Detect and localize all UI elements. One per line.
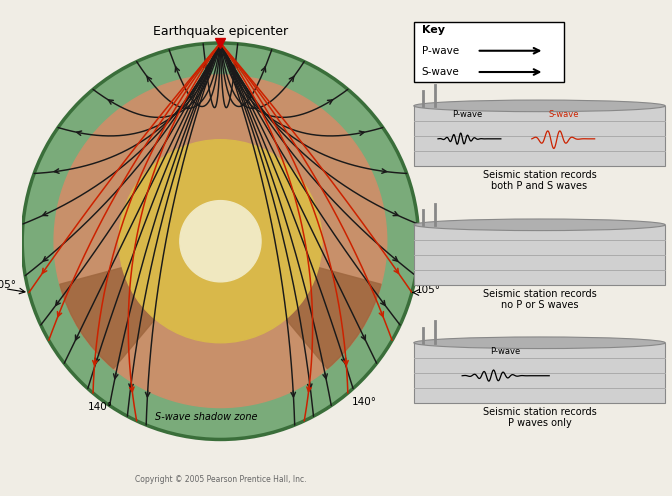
Circle shape [22, 43, 419, 439]
Text: Key: Key [421, 25, 445, 35]
Text: Seismic station records
no P or S waves: Seismic station records no P or S waves [482, 289, 597, 310]
Text: S-wave: S-wave [548, 110, 579, 119]
Text: P-wave: P-wave [491, 347, 521, 356]
Text: Copyright © 2005 Pearson Prentice Hall, Inc.: Copyright © 2005 Pearson Prentice Hall, … [134, 475, 306, 484]
FancyBboxPatch shape [414, 225, 665, 285]
Text: Seismic station records
P waves only: Seismic station records P waves only [482, 407, 597, 428]
Text: P-wave: P-wave [421, 46, 459, 56]
Circle shape [180, 200, 261, 282]
Text: Earthquake epicenter: Earthquake epicenter [153, 25, 288, 38]
Ellipse shape [414, 219, 665, 231]
FancyBboxPatch shape [414, 343, 665, 403]
FancyBboxPatch shape [414, 106, 665, 166]
FancyBboxPatch shape [414, 22, 564, 82]
Text: S-wave shadow zone: S-wave shadow zone [155, 412, 257, 423]
Text: P-wave: P-wave [452, 110, 482, 119]
Text: 105°: 105° [0, 280, 17, 290]
Text: 140°: 140° [351, 397, 377, 407]
Ellipse shape [414, 337, 665, 349]
Wedge shape [60, 241, 220, 369]
Text: 140°: 140° [88, 402, 113, 413]
Text: 105°: 105° [416, 285, 441, 295]
Circle shape [119, 140, 322, 343]
Ellipse shape [414, 100, 665, 112]
Circle shape [54, 75, 387, 408]
Wedge shape [220, 241, 381, 369]
Text: S-wave: S-wave [421, 67, 459, 77]
Text: Seismic station records
both P and S waves: Seismic station records both P and S wav… [482, 170, 597, 191]
